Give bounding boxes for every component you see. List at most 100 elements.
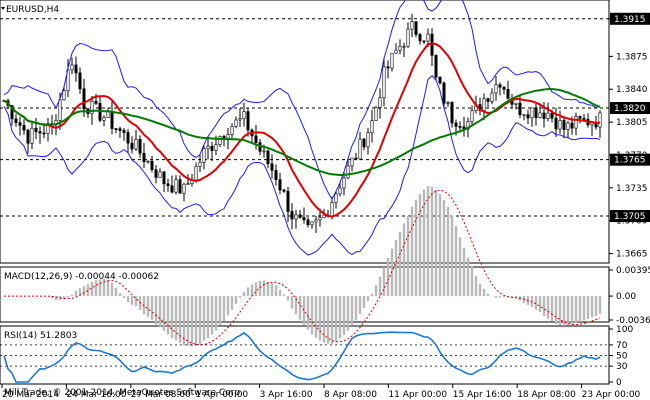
candle-body (486, 98, 490, 102)
candle-body (198, 161, 202, 167)
candle-body (30, 127, 34, 144)
time-axis: 20 Mar 2014 24 Mar 16:00 27 Mar 08:00 1 Apr… (1, 384, 641, 400)
candle-body (406, 28, 410, 47)
candle-body (130, 142, 134, 150)
candle-body (578, 116, 582, 119)
candle-body (402, 45, 406, 48)
price-tick-label: 1.3875 (616, 52, 648, 62)
candle-body (118, 128, 122, 131)
rsi-tick-label: 30 (616, 362, 628, 372)
candle-body (554, 117, 558, 130)
candle-body (82, 88, 86, 110)
candle-body (166, 183, 170, 186)
bollinger-lower-line (3, 74, 601, 256)
candle-body (138, 138, 142, 154)
candle-body (498, 84, 502, 88)
collapse-triangle-icon[interactable] (1, 7, 5, 10)
candle-body (218, 136, 222, 145)
time-tick-label: 15 Apr 16:00 (453, 390, 512, 400)
candle-body (470, 110, 474, 122)
candle-body (106, 111, 110, 118)
candle-body (22, 124, 26, 131)
candle-body (62, 90, 66, 101)
rsi-tick-label: 100 (616, 325, 633, 335)
candle-body (318, 217, 322, 221)
price-tick-label: 1.3665 (616, 250, 648, 260)
candle-body (274, 170, 278, 180)
candle-body (314, 219, 318, 223)
candle-body (410, 21, 414, 30)
level-label-bg (610, 12, 650, 25)
candle-body (482, 98, 486, 111)
candle-body (398, 46, 402, 51)
candle-body (282, 189, 286, 192)
level-label-bg (610, 210, 650, 223)
candle-body (122, 130, 126, 133)
candle-body (330, 202, 334, 217)
rsi-title: RSI(14) 51.2803 (4, 331, 77, 341)
price-axis: 1.39151.38751.38401.38051.37701.37351.37… (609, 12, 650, 388)
candle-body (366, 132, 370, 148)
candle-body (458, 126, 462, 128)
candle-body (226, 134, 230, 139)
candle-body (418, 34, 422, 42)
candle-body (514, 102, 518, 105)
rsi-tick-label: 0 (616, 378, 622, 388)
candle-body (238, 118, 242, 121)
candle-body (158, 171, 162, 178)
rsi-panel-frame (0, 325, 610, 385)
candle-body (434, 55, 438, 78)
candle-body (38, 131, 42, 134)
candle-body (186, 183, 190, 185)
candle-body (382, 66, 386, 99)
candle-body (542, 112, 546, 119)
candle-body (78, 72, 82, 90)
candle-body (222, 136, 226, 139)
time-tick-label: 23 Apr 00:00 (582, 390, 641, 400)
price-tick-label: 1.3735 (616, 184, 648, 194)
candle-body (322, 214, 326, 218)
candle-body (290, 211, 294, 220)
candle-body (142, 152, 146, 162)
candle-body (354, 157, 358, 160)
candle-body (10, 105, 14, 120)
macd-tick-label: 0.00 (616, 292, 636, 302)
candles (2, 13, 602, 233)
candle-body (494, 84, 498, 94)
candle-body (310, 221, 314, 226)
time-tick-label: 1 Apr 00:00 (195, 390, 248, 400)
candle-body (442, 82, 446, 104)
time-tick-label: 20 Mar 2014 (2, 390, 59, 400)
time-tick-label: 27 Mar 08:00 (131, 390, 191, 400)
candle-body (338, 187, 342, 195)
rsi-tick-label: 70 (616, 341, 628, 351)
macd-signal-line (4, 189, 601, 346)
rsi-tick-label: 50 (616, 352, 628, 362)
candle-body (102, 117, 106, 121)
time-tick-label: 3 Apr 16:00 (260, 390, 313, 400)
candle-body (534, 107, 538, 118)
candle-body (530, 107, 534, 119)
candle-body (246, 111, 250, 131)
candle-body (506, 89, 510, 99)
level-label-bg (610, 153, 650, 166)
candle-body (46, 123, 50, 134)
candle-body (422, 40, 426, 43)
candle-body (426, 33, 430, 42)
candle-body (114, 128, 118, 130)
candle-body (90, 100, 94, 114)
candle-body (126, 132, 130, 144)
candle-body (214, 144, 218, 151)
candle-body (110, 111, 114, 129)
macd-tick-label: 0.00395 (616, 266, 650, 276)
candle-body (490, 92, 494, 102)
candle-body (334, 193, 338, 203)
candle-body (598, 112, 602, 128)
candle-body (570, 122, 574, 129)
candle-body (526, 114, 530, 119)
candle-body (146, 160, 150, 163)
main-panel-frame (0, 0, 610, 264)
candle-body (378, 97, 382, 108)
